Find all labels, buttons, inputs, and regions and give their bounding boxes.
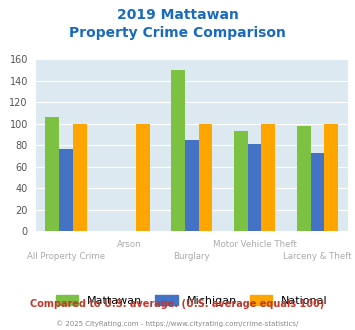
Bar [185, 140, 198, 231]
Text: Compared to U.S. average. (U.S. average equals 100): Compared to U.S. average. (U.S. average … [31, 299, 324, 309]
Bar [311, 153, 324, 231]
Bar [248, 144, 262, 231]
Text: 2019 Mattawan: 2019 Mattawan [116, 8, 239, 22]
Bar [59, 149, 73, 231]
Bar [136, 124, 149, 231]
Text: Larceny & Theft: Larceny & Theft [283, 251, 352, 261]
Bar [297, 126, 311, 231]
Text: Burglary: Burglary [173, 251, 210, 261]
Text: Arson: Arson [116, 241, 141, 249]
Bar [324, 124, 338, 231]
Bar [234, 131, 248, 231]
Text: © 2025 CityRating.com - https://www.cityrating.com/crime-statistics/: © 2025 CityRating.com - https://www.city… [56, 321, 299, 327]
Bar [198, 124, 212, 231]
Text: Motor Vehicle Theft: Motor Vehicle Theft [213, 241, 296, 249]
Legend: Mattawan, Michigan, National: Mattawan, Michigan, National [56, 295, 328, 306]
Bar [262, 124, 275, 231]
Text: All Property Crime: All Property Crime [27, 251, 105, 261]
Bar [171, 70, 185, 231]
Text: Property Crime Comparison: Property Crime Comparison [69, 26, 286, 40]
Bar [45, 117, 59, 231]
Bar [73, 124, 87, 231]
